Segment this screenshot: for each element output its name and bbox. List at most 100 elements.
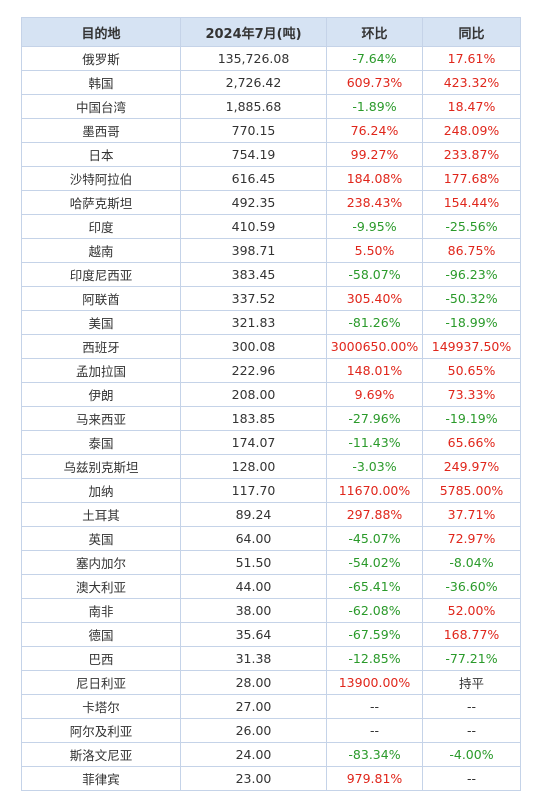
cell-destination: 菲律宾 <box>21 766 181 791</box>
cell-yoy: -18.99% <box>422 310 521 335</box>
cell-yoy: -- <box>422 766 521 791</box>
table-row: 斯洛文尼亚 24.00 -83.34% -4.00% <box>21 742 521 767</box>
cell-yoy: 73.33% <box>422 382 521 407</box>
header-row: 目的地 2024年7月(吨) 环比 同比 <box>21 17 521 47</box>
cell-mom: 184.08% <box>326 166 423 191</box>
table-row: 哈萨克斯坦 492.35 238.43% 154.44% <box>21 190 521 215</box>
table-row: 印度尼西亚 383.45 -58.07% -96.23% <box>21 262 521 287</box>
cell-mom: 3000650.00% <box>326 334 423 359</box>
cell-destination: 英国 <box>21 526 181 551</box>
cell-destination: 孟加拉国 <box>21 358 181 383</box>
cell-destination: 尼日利亚 <box>21 670 181 695</box>
cell-yoy: -77.21% <box>422 646 521 671</box>
cell-volume: 24.00 <box>180 742 327 767</box>
cell-destination: 澳大利亚 <box>21 574 181 599</box>
cell-yoy: 65.66% <box>422 430 521 455</box>
cell-mom: 13900.00% <box>326 670 423 695</box>
cell-mom: 297.88% <box>326 502 423 527</box>
cell-destination: 乌兹别克斯坦 <box>21 454 181 479</box>
cell-mom: -54.02% <box>326 550 423 575</box>
cell-mom: -65.41% <box>326 574 423 599</box>
cell-yoy: 18.47% <box>422 94 521 119</box>
cell-destination: 西班牙 <box>21 334 181 359</box>
cell-destination: 越南 <box>21 238 181 263</box>
cell-yoy: 37.71% <box>422 502 521 527</box>
cell-mom: 979.81% <box>326 766 423 791</box>
table-row: 阿尔及利亚 26.00 -- -- <box>21 718 521 743</box>
table-row: 加纳 117.70 11670.00% 5785.00% <box>21 478 521 503</box>
cell-yoy: 233.87% <box>422 142 521 167</box>
cell-volume: 410.59 <box>180 214 327 239</box>
cell-mom: 305.40% <box>326 286 423 311</box>
cell-destination: 加纳 <box>21 478 181 503</box>
cell-yoy: 17.61% <box>422 46 521 71</box>
cell-mom: 238.43% <box>326 190 423 215</box>
cell-destination: 阿联酋 <box>21 286 181 311</box>
cell-destination: 斯洛文尼亚 <box>21 742 181 767</box>
cell-yoy: 持平 <box>422 670 521 695</box>
cell-destination: 南非 <box>21 598 181 623</box>
table-row: 尼日利亚 28.00 13900.00% 持平 <box>21 670 521 695</box>
cell-mom: 9.69% <box>326 382 423 407</box>
cell-destination: 哈萨克斯坦 <box>21 190 181 215</box>
cell-mom: -3.03% <box>326 454 423 479</box>
cell-destination: 马来西亚 <box>21 406 181 431</box>
header-mom: 环比 <box>326 17 423 47</box>
table-row: 乌兹别克斯坦 128.00 -3.03% 249.97% <box>21 454 521 479</box>
cell-destination: 阿尔及利亚 <box>21 718 181 743</box>
cell-yoy: 50.65% <box>422 358 521 383</box>
cell-destination: 俄罗斯 <box>21 46 181 71</box>
cell-mom: -11.43% <box>326 430 423 455</box>
cell-volume: 174.07 <box>180 430 327 455</box>
table-row: 阿联酋 337.52 305.40% -50.32% <box>21 286 521 311</box>
cell-volume: 23.00 <box>180 766 327 791</box>
cell-mom: -9.95% <box>326 214 423 239</box>
cell-yoy: -- <box>422 718 521 743</box>
header-yoy: 同比 <box>422 17 521 47</box>
cell-volume: 28.00 <box>180 670 327 695</box>
cell-volume: 35.64 <box>180 622 327 647</box>
table-body: 俄罗斯 135,726.08 -7.64% 17.61% 韩国 2,726.42 609.7… <box>21 46 521 791</box>
cell-destination: 韩国 <box>21 70 181 95</box>
cell-yoy: -- <box>422 694 521 719</box>
cell-mom: -27.96% <box>326 406 423 431</box>
table-row: 澳大利亚 44.00 -65.41% -36.60% <box>21 574 521 599</box>
cell-mom: -81.26% <box>326 310 423 335</box>
cell-mom: -12.85% <box>326 646 423 671</box>
table-header: 目的地 2024年7月(吨) 环比 同比 <box>21 17 521 47</box>
export-destination-table: 目的地 2024年7月(吨) 环比 同比 俄罗斯 135,726.08 -7.64%… <box>21 17 521 791</box>
cell-destination: 土耳其 <box>21 502 181 527</box>
cell-yoy: 5785.00% <box>422 478 521 503</box>
cell-volume: 31.38 <box>180 646 327 671</box>
cell-yoy: 248.09% <box>422 118 521 143</box>
table-row: 日本 754.19 99.27% 233.87% <box>21 142 521 167</box>
cell-mom: -1.89% <box>326 94 423 119</box>
cell-mom: -45.07% <box>326 526 423 551</box>
cell-volume: 135,726.08 <box>180 46 327 71</box>
cell-yoy: 177.68% <box>422 166 521 191</box>
cell-volume: 38.00 <box>180 598 327 623</box>
cell-volume: 64.00 <box>180 526 327 551</box>
cell-mom: -67.59% <box>326 622 423 647</box>
cell-destination: 印度尼西亚 <box>21 262 181 287</box>
cell-mom: 5.50% <box>326 238 423 263</box>
cell-destination: 巴西 <box>21 646 181 671</box>
table-row: 美国 321.83 -81.26% -18.99% <box>21 310 521 335</box>
table-row: 中国台湾 1,885.68 -1.89% 18.47% <box>21 94 521 119</box>
cell-yoy: 86.75% <box>422 238 521 263</box>
cell-destination: 中国台湾 <box>21 94 181 119</box>
cell-destination: 塞内加尔 <box>21 550 181 575</box>
table-row: 孟加拉国 222.96 148.01% 50.65% <box>21 358 521 383</box>
cell-mom: 609.73% <box>326 70 423 95</box>
cell-volume: 383.45 <box>180 262 327 287</box>
cell-volume: 2,726.42 <box>180 70 327 95</box>
cell-volume: 222.96 <box>180 358 327 383</box>
cell-mom: -83.34% <box>326 742 423 767</box>
cell-mom: -58.07% <box>326 262 423 287</box>
table-row: 菲律宾 23.00 979.81% -- <box>21 766 521 791</box>
cell-mom: 148.01% <box>326 358 423 383</box>
cell-volume: 492.35 <box>180 190 327 215</box>
cell-volume: 1,885.68 <box>180 94 327 119</box>
cell-yoy: -36.60% <box>422 574 521 599</box>
cell-yoy: 52.00% <box>422 598 521 623</box>
